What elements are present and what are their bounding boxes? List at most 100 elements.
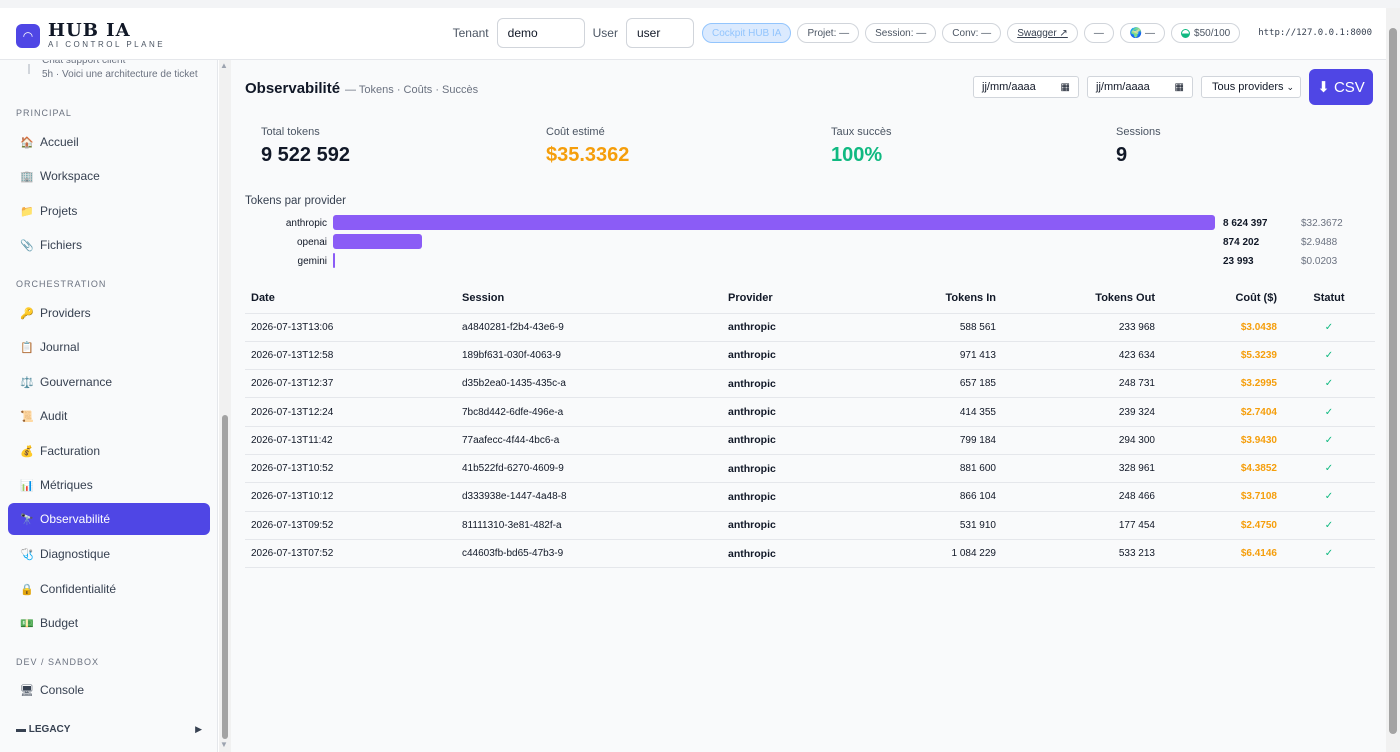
column-header-cost[interactable]: Coût ($) [1161, 284, 1283, 314]
folder-icon: ▬ [16, 724, 29, 735]
sidebar-item-label: Journal [40, 340, 80, 354]
terminal-icon: 🖥 [20, 684, 34, 697]
tenant-input[interactable]: demo [496, 18, 585, 48]
cell-status: ✓ [1283, 341, 1375, 371]
sidebar-item-accueil[interactable]: 🏠 Accueil [8, 126, 210, 158]
cell-tokens-in: 531 910 [862, 511, 1002, 540]
cell-tokens-out: 328 961 [1002, 454, 1161, 484]
page-scroll-thumb[interactable] [1389, 28, 1397, 734]
cell-provider: anthropic [722, 426, 862, 455]
column-header-date[interactable]: Date [245, 284, 456, 314]
sessions-table: Date Session Provider Tokens In Tokens O… [245, 284, 1375, 569]
cell-provider: anthropic [722, 313, 862, 342]
sidebar-item-projets[interactable]: 📁 Projets [8, 195, 210, 227]
stat-label: Taux succès [831, 126, 892, 138]
cell-status: ✓ [1283, 426, 1375, 455]
budget-gauge-icon [1181, 28, 1191, 38]
cell-tokens-out: 248 731 [1002, 369, 1161, 399]
table-row[interactable]: 2026-07-13T12:37 d35b2ea0-1435-435c-a anth… [245, 369, 1375, 399]
cell-cost: $4.3852 [1161, 454, 1283, 484]
scroll-icon: 📜 [20, 410, 34, 423]
status-pill[interactable]: — [1083, 23, 1114, 43]
table-row[interactable]: 2026-07-13T11:42 77aafecc-4f44-4bc6-a anth… [245, 426, 1375, 455]
calendar-icon[interactable]: ▦ [1060, 81, 1070, 93]
sidebar-item-journal[interactable]: 📋 Journal [8, 331, 210, 363]
section-orchestration: ORCHESTRATION [16, 279, 107, 289]
sidebar-item-audit[interactable]: 📜 Audit [8, 400, 210, 432]
cell-cost: $5.3239 [1161, 341, 1283, 371]
page-title: Observabilité [245, 80, 341, 97]
sidebar-item-label: Gouvernance [40, 375, 113, 389]
cell-tokens-out: 233 968 [1002, 313, 1161, 342]
sidebar-item-budget[interactable]: 💵 Budget [8, 607, 210, 639]
sidebar-scroll-thumb[interactable] [222, 415, 228, 739]
sidebar-item-metriques[interactable]: 📊 Métriques [8, 469, 210, 501]
sidebar-item-fichiers[interactable]: 📎 Fichiers [8, 229, 210, 261]
sidebar-item-confidentialite[interactable]: 🔒 Confidentialité [8, 573, 210, 605]
date-to-input[interactable]: jj/mm/aaaa ▦ [1087, 76, 1193, 98]
cell-status: ✓ [1283, 397, 1375, 427]
cell-session: c44603fb-bd65-47b3-9 [456, 539, 722, 569]
sidebar-item-observabilite[interactable]: 🔭 Observabilité [8, 503, 210, 535]
session-pill[interactable]: Session: — [865, 23, 937, 43]
cockpit-button[interactable]: Cockpit HUB IA [701, 23, 792, 43]
csv-export-button[interactable]: ⬇ CSV [1309, 69, 1373, 105]
provider-select[interactable]: Tous providers ⌄ [1201, 76, 1301, 98]
sidebar-item-label: Workspace [40, 169, 100, 183]
scroll-up-icon[interactable]: ▲ [220, 61, 228, 70]
scroll-down-icon[interactable]: ▼ [220, 740, 228, 749]
table-row[interactable]: 2026-07-13T10:12 d333938e-1447-4a48-8 anth… [245, 482, 1375, 512]
budget-pill[interactable]: $50/100 [1171, 23, 1241, 43]
table-row[interactable]: 2026-07-13T12:24 7bc8d442-6dfe-496e-a anth… [245, 397, 1375, 427]
column-header-status[interactable]: Statut [1283, 284, 1375, 314]
recent-conversation[interactable]: Chat support client 5h · Voici une archi… [42, 60, 198, 82]
cell-provider: anthropic [722, 511, 862, 540]
conversation-pill[interactable]: Conv: — [942, 23, 1002, 43]
sidebar-item-label: Audit [40, 409, 68, 423]
sidebar-item-providers[interactable]: 🔑 Providers [8, 297, 210, 329]
cell-tokens-out: 248 466 [1002, 482, 1161, 512]
sidebar-item-diagnostique[interactable]: 🩺 Diagnostique [8, 538, 210, 570]
stat-estimated-cost: Coût estimé $35.3362 [546, 126, 831, 167]
sidebar-scrollbar[interactable]: ▲ ▼ [219, 60, 231, 752]
project-pill[interactable]: Projet: — [797, 23, 860, 43]
legacy-toggle[interactable]: ▬ LEGACY ▶ [16, 724, 202, 735]
stat-total-tokens: Total tokens 9 522 592 [261, 126, 546, 167]
calendar-icon[interactable]: ▦ [1174, 81, 1184, 93]
cell-date: 2026-07-13T13:06 [245, 313, 456, 342]
sidebar-item-facturation[interactable]: 💰 Facturation [8, 435, 210, 467]
sidebar-item-console[interactable]: 🖥 Console [8, 674, 210, 706]
cell-status: ✓ [1283, 369, 1375, 399]
date-to-placeholder: jj/mm/aaaa [1096, 81, 1150, 93]
user-input[interactable]: user [625, 18, 694, 48]
providers-chart-title: Tokens par provider [245, 195, 346, 207]
page-scrollbar[interactable] [1386, 8, 1400, 752]
table-row[interactable]: 2026-07-13T10:52 41b522fd-6270-4609-9 anth… [245, 454, 1375, 484]
sidebar-item-gouvernance[interactable]: ⚖️ Gouvernance [8, 366, 210, 398]
page-subtitle: — Tokens · Coûts · Succès [345, 84, 479, 96]
cell-date: 2026-07-13T10:52 [245, 454, 456, 484]
table-row[interactable]: 2026-07-13T07:52 c44603fb-bd65-47b3-9 anth… [245, 539, 1375, 569]
paperclip-icon: 📎 [20, 239, 34, 252]
table-row[interactable]: 2026-07-13T09:52 81111310-3e81-482f-a anth… [245, 511, 1375, 540]
date-from-input[interactable]: jj/mm/aaaa ▦ [973, 76, 1079, 98]
brand[interactable]: ◠ HUB IA AI CONTROL PLANE [16, 22, 165, 50]
sidebar-item-workspace[interactable]: 🏢 Workspace [8, 160, 210, 192]
column-header-provider[interactable]: Provider [722, 284, 862, 314]
sidebar-item-label: Accueil [40, 135, 79, 149]
cell-date: 2026-07-13T12:24 [245, 397, 456, 427]
globe-pill[interactable]: 🌍 — [1119, 23, 1166, 43]
provider-cost: $2.9488 [1301, 236, 1338, 248]
cell-date: 2026-07-13T11:42 [245, 426, 456, 455]
table-row[interactable]: 2026-07-13T12:58 189bf631-030f-4063-9 anth… [245, 341, 1375, 371]
swagger-link[interactable]: Swagger ↗ [1007, 23, 1078, 43]
tenant-label: Tenant [452, 26, 489, 40]
column-header-tokens-in[interactable]: Tokens In [862, 284, 1002, 314]
cell-provider: anthropic [722, 482, 862, 512]
column-header-session[interactable]: Session [456, 284, 722, 314]
sidebar-item-label: Budget [40, 616, 79, 630]
column-header-tokens-out[interactable]: Tokens Out [1002, 284, 1161, 314]
cell-session: 81111310-3e81-482f-a [456, 511, 722, 540]
table-row[interactable]: 2026-07-13T13:06 a4840281-f2b4-43e6-9 anth… [245, 313, 1375, 342]
stat-success-rate: Taux succès 100% [831, 126, 1116, 167]
